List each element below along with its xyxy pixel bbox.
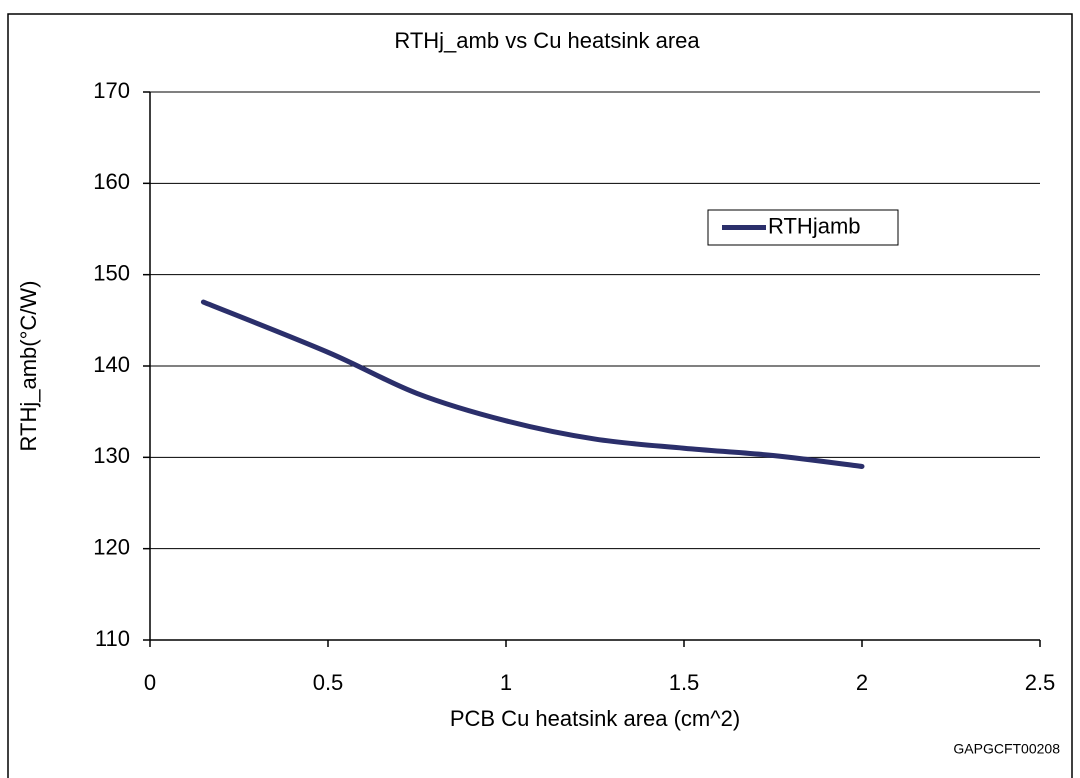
x-tick-label: 2 <box>856 670 868 695</box>
x-tick-label: 1 <box>500 670 512 695</box>
y-tick-label: 150 <box>93 260 130 285</box>
chart-title: RTHj_amb vs Cu heatsink area <box>394 28 700 53</box>
x-tick-label: 2.5 <box>1025 670 1056 695</box>
y-tick-label: 110 <box>95 626 130 651</box>
y-tick-label: 140 <box>93 352 130 377</box>
y-tick-label: 170 <box>93 78 130 103</box>
legend-label: RTHjamb <box>768 213 861 238</box>
y-tick-label: 160 <box>93 169 130 194</box>
footnote: GAPGCFT00208 <box>953 741 1060 757</box>
y-tick-label: 130 <box>93 443 130 468</box>
x-tick-label: 0.5 <box>313 670 344 695</box>
series-line <box>200 299 865 469</box>
chart-frame <box>7 13 1073 778</box>
y-tick-label: 120 <box>93 534 130 559</box>
y-axis-label: RTHj_amb(°C/W) <box>16 281 41 452</box>
x-tick-label: 0 <box>144 670 156 695</box>
x-axis-label: PCB Cu heatsink area (cm^2) <box>450 706 740 731</box>
x-tick-label: 1.5 <box>669 670 700 695</box>
